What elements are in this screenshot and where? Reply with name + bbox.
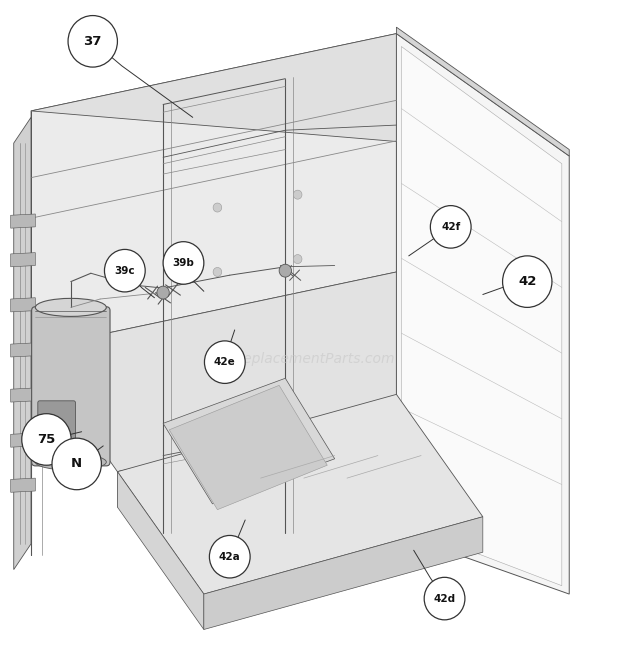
Circle shape xyxy=(293,254,302,263)
Polygon shape xyxy=(11,252,35,267)
Circle shape xyxy=(205,341,245,384)
Text: 42d: 42d xyxy=(433,593,456,604)
Polygon shape xyxy=(117,395,483,507)
Circle shape xyxy=(210,536,250,578)
Circle shape xyxy=(424,577,465,620)
Polygon shape xyxy=(11,298,35,312)
Circle shape xyxy=(279,264,291,277)
Text: 39b: 39b xyxy=(172,258,195,268)
Text: 42a: 42a xyxy=(219,552,241,562)
FancyBboxPatch shape xyxy=(43,421,64,441)
Polygon shape xyxy=(11,214,35,228)
Circle shape xyxy=(68,16,117,67)
Text: 42e: 42e xyxy=(214,357,236,367)
Polygon shape xyxy=(31,272,483,472)
Circle shape xyxy=(52,438,102,490)
Circle shape xyxy=(430,206,471,248)
Circle shape xyxy=(213,267,222,276)
Polygon shape xyxy=(31,34,569,156)
Polygon shape xyxy=(14,117,31,569)
Text: N: N xyxy=(71,457,82,470)
Circle shape xyxy=(213,203,222,212)
Polygon shape xyxy=(163,378,335,504)
Text: 75: 75 xyxy=(37,433,56,446)
Polygon shape xyxy=(396,27,569,156)
Polygon shape xyxy=(11,343,35,357)
Circle shape xyxy=(104,249,145,292)
Polygon shape xyxy=(31,34,396,349)
Text: 39c: 39c xyxy=(115,266,135,276)
Polygon shape xyxy=(401,47,562,586)
Polygon shape xyxy=(169,386,327,510)
Ellipse shape xyxy=(35,298,106,316)
Circle shape xyxy=(22,413,71,465)
Polygon shape xyxy=(204,517,483,630)
Polygon shape xyxy=(11,388,35,402)
Polygon shape xyxy=(11,433,35,447)
FancyBboxPatch shape xyxy=(38,400,76,451)
Text: 42f: 42f xyxy=(441,222,461,232)
Polygon shape xyxy=(396,34,569,594)
Circle shape xyxy=(293,190,302,199)
Text: eReplacementParts.com: eReplacementParts.com xyxy=(225,352,395,366)
Ellipse shape xyxy=(35,454,106,470)
Circle shape xyxy=(503,256,552,307)
Text: 37: 37 xyxy=(84,35,102,48)
Polygon shape xyxy=(117,472,204,630)
Circle shape xyxy=(157,286,169,299)
Text: 42: 42 xyxy=(518,275,536,288)
FancyBboxPatch shape xyxy=(32,307,110,466)
Polygon shape xyxy=(11,478,35,492)
Circle shape xyxy=(163,242,204,284)
Polygon shape xyxy=(117,395,483,594)
